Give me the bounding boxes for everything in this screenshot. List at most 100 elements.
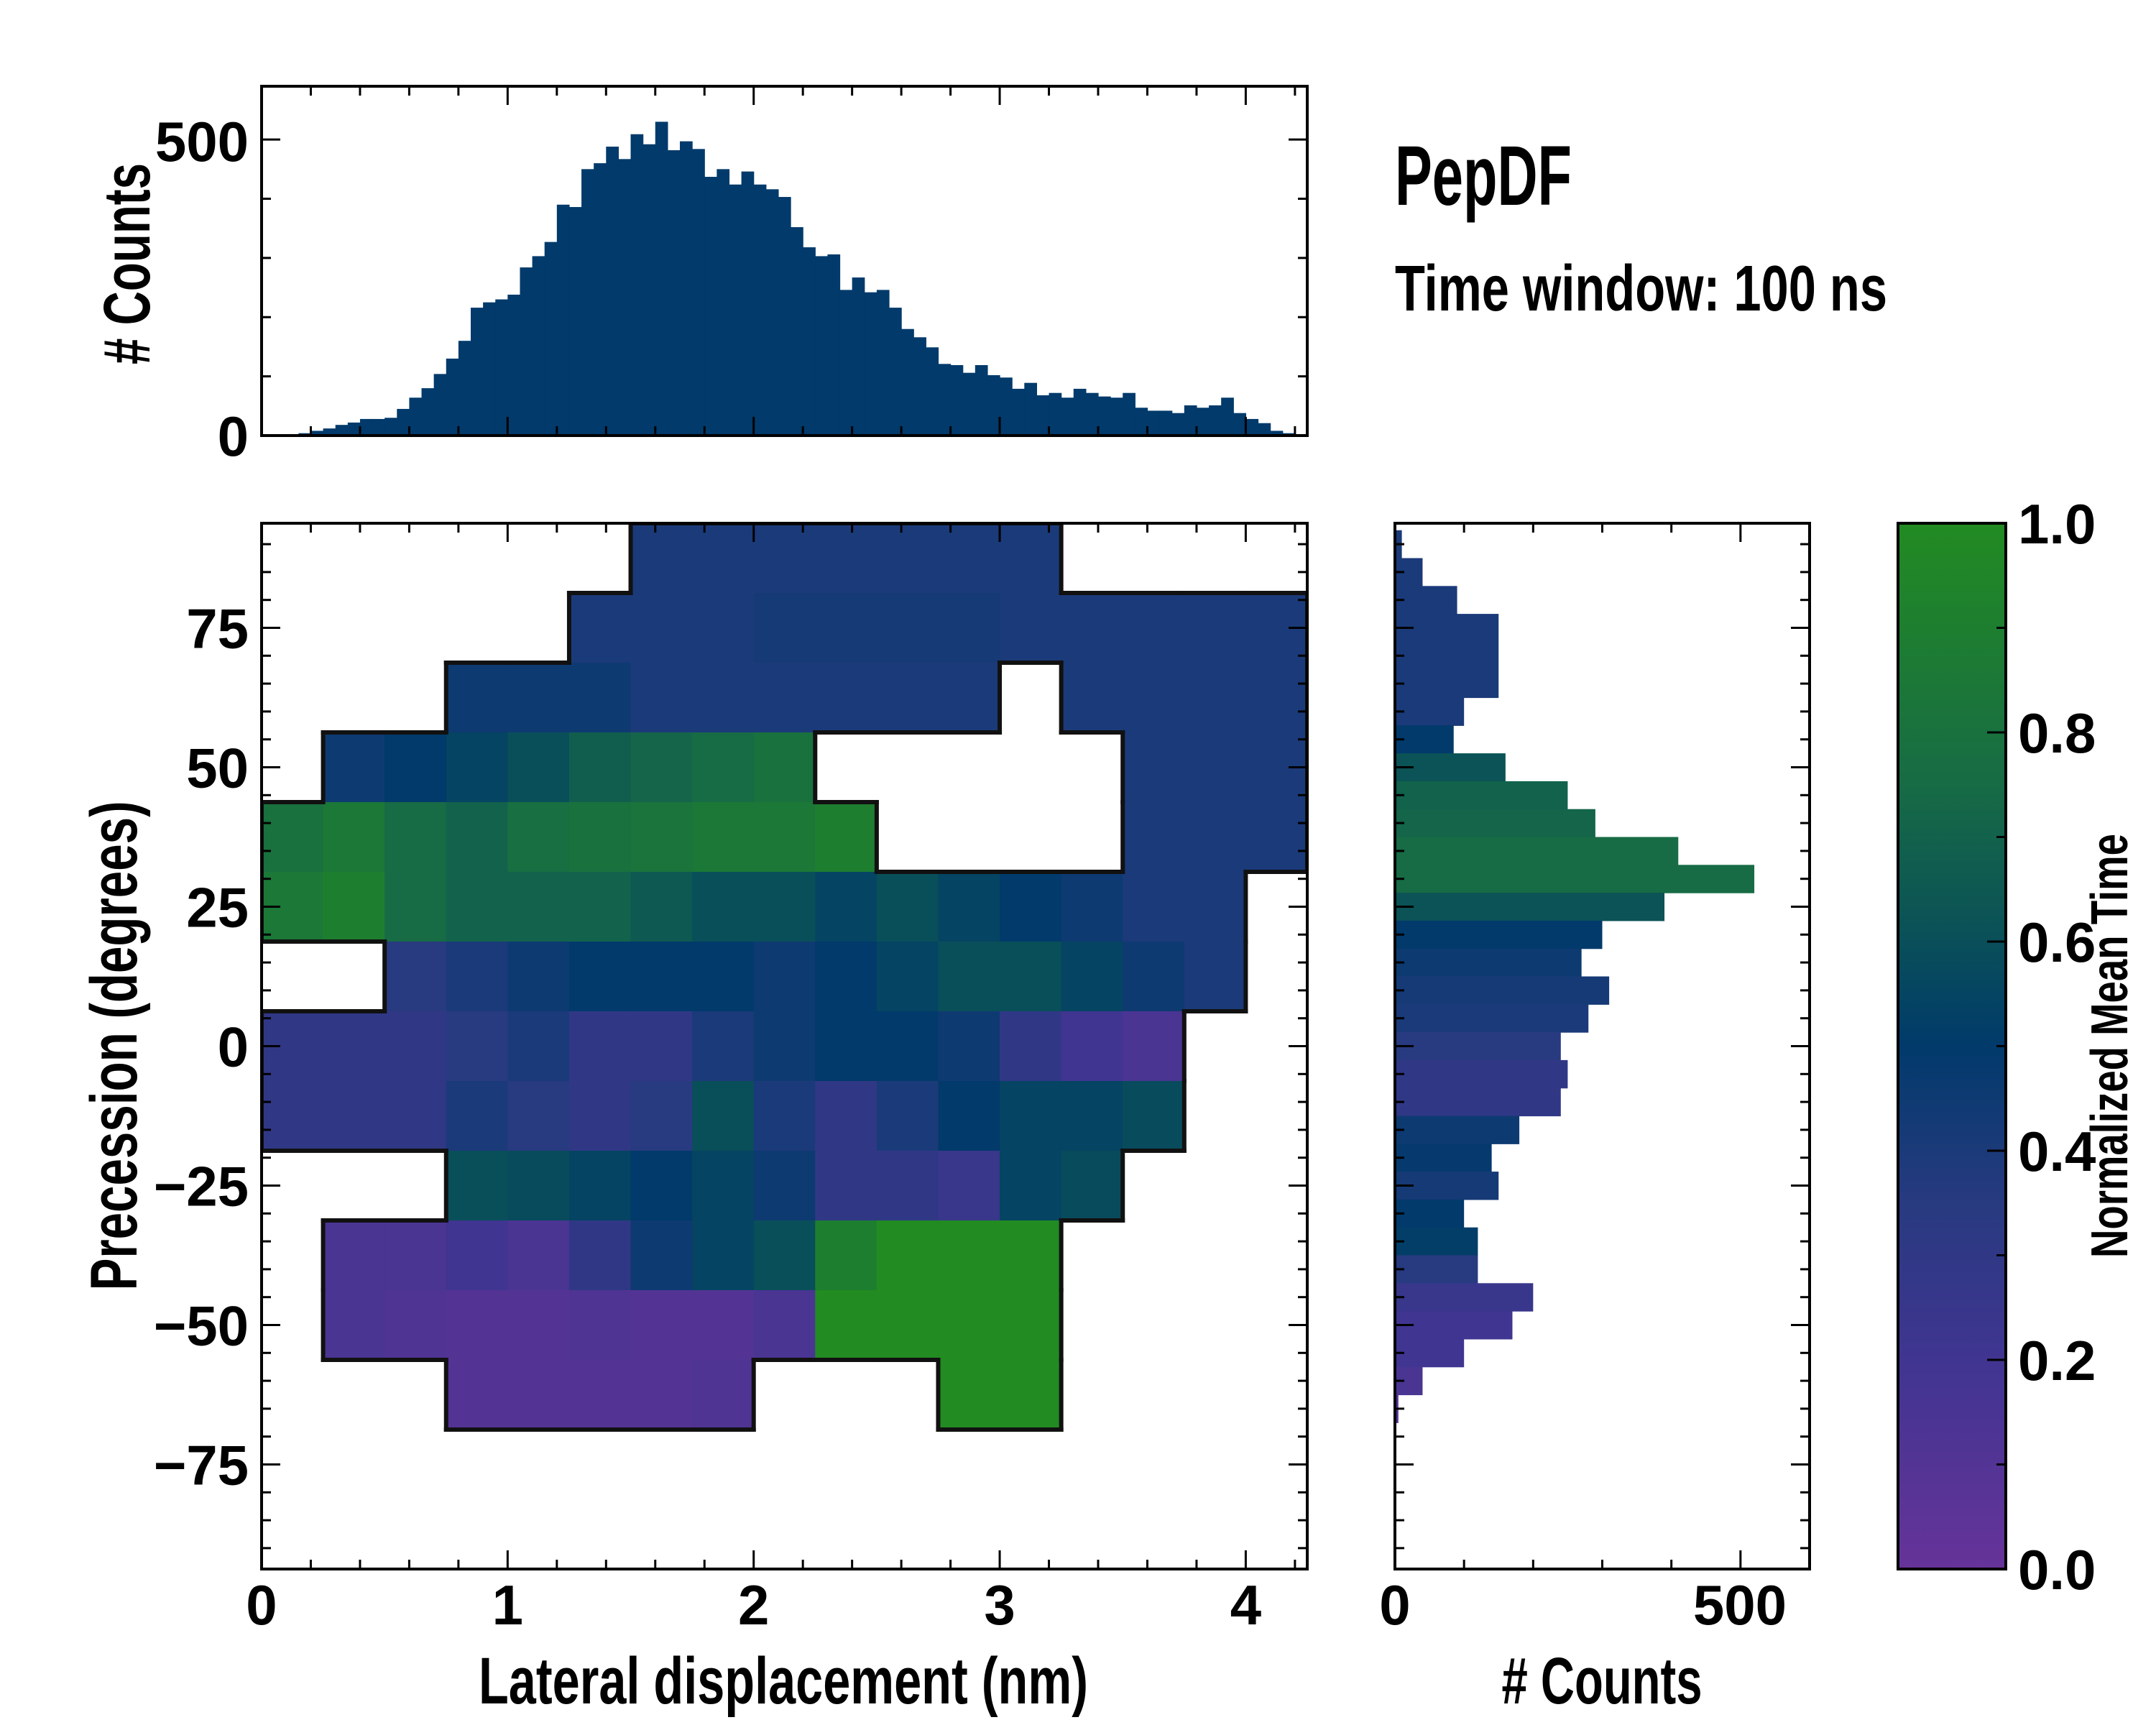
right-histogram: 0 500 # Counts — [1379, 522, 1811, 1718]
top-histogram-bar — [483, 302, 496, 436]
top-histogram-bar — [1073, 388, 1087, 436]
heatmap-cell — [1061, 663, 1123, 733]
top-histogram-bar — [987, 374, 1000, 436]
right-histogram-bar — [1395, 1283, 1534, 1312]
heatmap-cell — [568, 872, 632, 942]
main-ytick-label: −75 — [154, 1434, 249, 1497]
right-histogram-bar — [1395, 1087, 1561, 1117]
top-histogram-bar — [409, 397, 423, 436]
heatmap-cell — [384, 872, 447, 942]
heatmap-cell — [568, 1360, 632, 1430]
top-histogram-bar — [692, 149, 705, 436]
top-histogram-bar — [889, 308, 902, 436]
heatmap-cell — [938, 1151, 1000, 1221]
heatmap-cell — [1061, 872, 1123, 942]
top-histogram-bar — [372, 418, 385, 436]
colorbar-gradient — [1897, 522, 2007, 1570]
heatmap-cell — [1123, 872, 1185, 942]
main-ytick-labels: 75 50 25 0 −25 −50 −75 — [154, 597, 249, 1497]
top-histogram-bar — [458, 341, 471, 436]
heatmap-cell — [876, 523, 939, 594]
top-histogram-bar — [1098, 396, 1111, 436]
heatmap-cell — [815, 802, 877, 873]
heatmap-cell — [938, 872, 1000, 942]
top-histogram-bar — [1245, 418, 1259, 436]
heatmap-cell — [630, 1290, 693, 1361]
top-histogram-bar — [421, 388, 435, 436]
right-histogram-bar — [1395, 865, 1755, 893]
top-histogram-bar — [803, 247, 816, 436]
heatmap-cell — [384, 802, 447, 873]
right-histogram-bar — [1395, 1116, 1520, 1144]
heatmap-cell — [876, 663, 939, 733]
heatmap-cell — [446, 872, 508, 942]
main-ytick-label: −25 — [154, 1155, 249, 1218]
heatmap-cell — [938, 942, 1000, 1012]
heatmap-cell — [876, 942, 939, 1012]
main-xlabel: Lateral displacement (nm) — [479, 1644, 1088, 1718]
heatmap-cell — [938, 523, 1000, 594]
heatmap-cell — [938, 1011, 1000, 1082]
right-histogram-xlabel: # Counts — [1502, 1644, 1703, 1718]
main-ytick-label: 25 — [186, 876, 249, 939]
heatmap-cell — [507, 663, 570, 733]
heatmap-cell — [815, 942, 877, 1012]
heatmap-cell — [692, 1290, 755, 1361]
heatmap-cell — [630, 802, 693, 873]
main-ytick-label: 50 — [186, 737, 249, 800]
heatmap-cell — [692, 1081, 755, 1151]
top-histogram-bar — [815, 256, 829, 436]
heatmap-cells — [262, 523, 1307, 1430]
heatmap-cell — [568, 593, 632, 663]
heatmap-cell — [938, 593, 1000, 663]
right-histogram-bar — [1395, 837, 1679, 865]
heatmap-cell — [446, 1360, 508, 1430]
top-histogram-bar — [446, 358, 459, 436]
colorbar-tick-label: 1.0 — [2018, 492, 2096, 556]
heatmap-cell — [753, 942, 816, 1012]
top-ytick-label-500: 500 — [155, 110, 249, 173]
top-histogram-bar — [507, 294, 521, 436]
top-histogram-bar — [323, 428, 336, 436]
top-histogram-bar — [765, 189, 779, 436]
top-histogram-bar — [1123, 392, 1135, 436]
right-histogram-bars — [1395, 530, 1755, 1423]
top-histogram-bar — [397, 408, 410, 436]
top-histogram-bar — [310, 431, 324, 436]
top-histogram-bar — [433, 374, 447, 436]
heatmap-cell — [692, 1360, 755, 1430]
heatmap-cell — [753, 872, 816, 942]
heatmap-cell — [815, 1011, 877, 1082]
colorbar-tick-label: 0.8 — [2018, 702, 2096, 765]
heatmap-cell — [938, 1081, 1000, 1151]
top-histogram-bar — [1085, 392, 1099, 436]
top-histogram-bar — [729, 184, 742, 436]
right-xtick-label-0: 0 — [1379, 1573, 1410, 1637]
top-histogram-bar — [704, 177, 717, 436]
heatmap-cell — [876, 872, 939, 942]
heatmap-cell — [568, 802, 632, 873]
heatmap-cell — [876, 1220, 939, 1291]
main-xtick-label: 1 — [492, 1573, 523, 1637]
heatmap-cell — [507, 872, 570, 942]
top-histogram-bar — [1209, 405, 1222, 436]
heatmap-cell — [1000, 1081, 1062, 1151]
top-histogram-bar — [1221, 397, 1234, 436]
heatmap-cell — [753, 523, 816, 594]
top-histogram-ylabel: # Counts — [91, 163, 164, 364]
heatmap-cell — [692, 802, 755, 873]
heatmap-cell — [1000, 1151, 1062, 1221]
main-xtick-label: 2 — [738, 1573, 769, 1637]
heatmap-cell — [630, 1011, 693, 1082]
heatmap-cell — [876, 1151, 939, 1221]
right-histogram-frame — [1393, 522, 1811, 1570]
heatmap-cell — [1000, 1220, 1062, 1291]
heatmap-cell — [630, 663, 693, 733]
colorbar-tick-label: 0.6 — [2018, 911, 2096, 974]
heatmap-cell — [446, 802, 508, 873]
main-xtick-labels: 0 1 2 3 4 — [246, 1573, 1261, 1637]
right-histogram-bar — [1395, 976, 1610, 1005]
heatmap-cell — [938, 1220, 1000, 1291]
colorbar-tick-label: 0.0 — [2018, 1538, 2096, 1601]
